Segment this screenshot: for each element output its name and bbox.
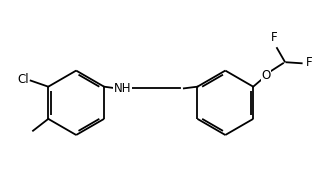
Text: Cl: Cl <box>17 73 29 86</box>
Text: F: F <box>271 31 278 44</box>
Text: F: F <box>306 56 313 69</box>
Text: O: O <box>262 69 271 82</box>
Text: NH: NH <box>114 82 131 95</box>
